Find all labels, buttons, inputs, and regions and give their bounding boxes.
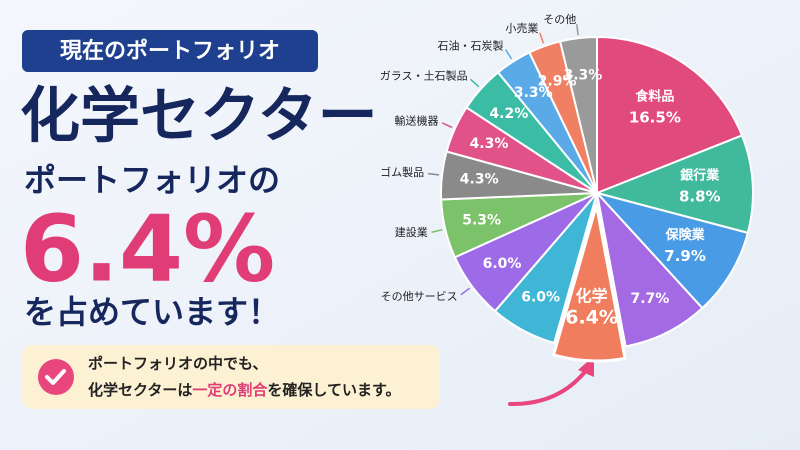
leader-line (431, 229, 443, 234)
note-line1: ポートフォリオの中でも、 (88, 355, 268, 373)
value-label: 3.3% (514, 85, 553, 101)
badge: 現在のポートフォリオ (60, 38, 280, 64)
slice-name: 石油・石炭製 (437, 38, 503, 52)
slice-name: 小売業 (505, 22, 538, 35)
slice-name: 建設業 (395, 225, 428, 239)
note-text: 化学セクターは (88, 381, 192, 399)
note-emphasis: 一定の割合 (192, 381, 268, 399)
share: 6.4% (20, 195, 275, 302)
slice-name: ガラス・土石製品 (380, 69, 468, 83)
slice-name: 銀行業 (680, 167, 720, 183)
value-label: 7.7% (631, 291, 670, 307)
value-label: 3.3% (563, 67, 602, 83)
pie-slice (551, 204, 627, 363)
leader-line (441, 122, 453, 129)
value-label: 6.0% (521, 289, 560, 305)
slice-name: その他サービス (381, 290, 458, 303)
leader-line (576, 24, 579, 36)
value-label: 16.5% (629, 108, 681, 126)
leader-line (460, 287, 471, 296)
value-label: 6.4% (565, 306, 618, 328)
value-label: 4.2% (489, 106, 528, 122)
note-box (22, 345, 440, 409)
value-label: 6.0% (483, 256, 522, 272)
slice-name: ゴム製品 (380, 165, 424, 179)
badge-bg (22, 30, 318, 72)
note-line2: 化学セクターは一定の割合を確保しています。 (88, 381, 400, 399)
slice-name: その他 (543, 13, 576, 26)
slice-name: 化学 (576, 286, 608, 305)
pie-slice (558, 35, 598, 194)
leader-line (428, 172, 440, 176)
value-label: 2.9% (538, 73, 577, 89)
pie-slice (593, 191, 750, 310)
slice-name: 保険業 (665, 227, 706, 243)
value-label: 4.3% (460, 172, 499, 188)
slice-name: 食料品 (635, 88, 674, 104)
leader-line (470, 78, 480, 88)
value-label: 8.8% (679, 187, 721, 205)
slice-name: 輸送機器 (394, 113, 438, 127)
note-text: を確保しています。 (267, 381, 400, 399)
value-label: 5.3% (462, 212, 501, 228)
value-label: 4.3% (470, 136, 509, 152)
check-mark (45, 369, 66, 385)
arrow (508, 366, 590, 407)
value-label: 7.9% (664, 247, 706, 265)
pie-slice (595, 189, 704, 348)
leader-line (504, 49, 513, 60)
pie-chart: 食料品 16.5% 銀行業 8.8% 保険業 7.9% 7.7% 化学6.4% 6.0% 6.0%… (380, 13, 754, 363)
leader-line (539, 32, 545, 44)
tail: を占めています！ (24, 293, 280, 331)
lead: ポートフォリオの (24, 161, 280, 199)
pie-slice (593, 134, 754, 235)
headline: 化学セクター (20, 82, 378, 152)
pie-slice (596, 35, 744, 195)
